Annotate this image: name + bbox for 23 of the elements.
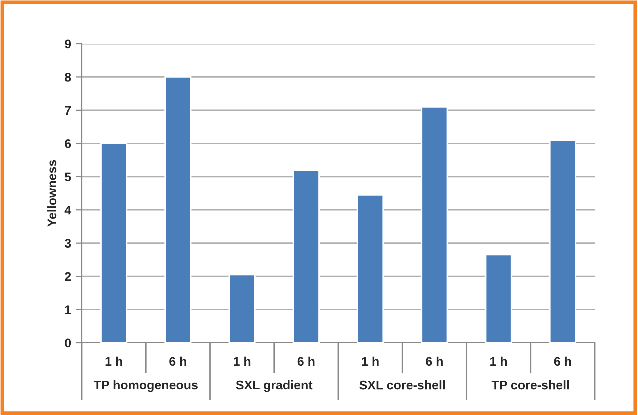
y-tick-label: 5 — [65, 172, 72, 182]
text: SXL core-shell — [360, 380, 446, 390]
text: SXL gradient — [236, 380, 313, 392]
x-tick-label: 1 h — [234, 356, 251, 366]
x-tick-label: 6 h — [426, 356, 443, 366]
y-tick-label: 0 — [65, 338, 72, 348]
text: TP core-shell — [492, 380, 570, 390]
y-tick-label: 6 — [65, 139, 72, 148]
y-tick-label: 3 — [64, 239, 72, 248]
y-tick-label: 9 — [65, 40, 72, 49]
y-tick-label: 4 — [64, 206, 72, 215]
y-axis-title: Yellowness — [47, 160, 57, 227]
x-tick-label: 1 h — [490, 356, 508, 366]
x-tick-label: 1 h — [362, 356, 379, 366]
x-tick-label: 6 h — [170, 356, 186, 366]
y-tick-label: 8 — [65, 73, 72, 82]
y-tick-label: 2 — [65, 272, 72, 282]
y-tick-label: 1 — [65, 306, 72, 314]
x-tick-label: 6 h — [554, 356, 572, 366]
text: TP homogeneous — [94, 380, 198, 392]
x-tick-label: 1 h — [106, 356, 122, 366]
x-tick-label: 6 h — [298, 356, 315, 366]
y-tick-label: 7 — [65, 106, 72, 115]
